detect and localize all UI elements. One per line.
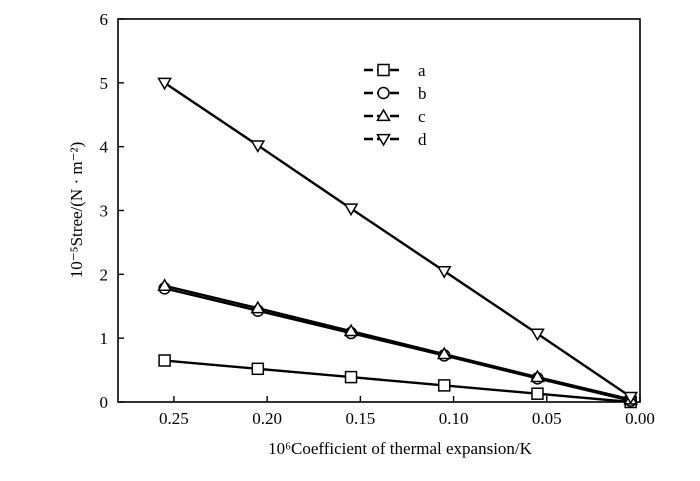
marker-triangle-down (376, 133, 391, 147)
series-line-b (164, 287, 631, 402)
marker-triangle-down (530, 328, 545, 342)
marker-triangle-up (376, 108, 391, 122)
x-tick-label: 0.25 (159, 409, 189, 428)
legend-label: c (418, 107, 426, 126)
marker-square (377, 63, 390, 77)
marker-square (158, 354, 171, 367)
series-layer (157, 77, 639, 409)
x-tick-label: 0.00 (625, 409, 655, 428)
x-tick-label: 0.20 (252, 409, 282, 428)
y-axis-ticks: 0 1 2 3 4 5 6 (100, 10, 124, 412)
marker-triangle-up (530, 369, 545, 383)
marker-square (251, 362, 265, 376)
legend-item-b: b (364, 84, 427, 103)
plot-border (117, 18, 641, 403)
y-tick-label: 0 (100, 393, 109, 412)
legend-label: a (418, 61, 426, 80)
plot-area (117, 18, 641, 403)
y-tick-label: 6 (100, 10, 109, 29)
y-tick-label: 5 (100, 74, 109, 93)
x-axis-ticks: 0.25 0.20 0.15 0.10 0.05 0.00 (159, 396, 655, 428)
x-tick-label: 0.05 (532, 409, 562, 428)
marker-triangle-up (250, 300, 266, 314)
marker-triangle-up (436, 346, 452, 360)
marker-triangle-down (157, 77, 172, 91)
legend-label: b (418, 84, 427, 103)
legend-label: d (418, 130, 427, 149)
marker-square (438, 379, 451, 392)
legend-item-c: c (364, 107, 426, 126)
marker-triangle-up (343, 323, 359, 337)
marker-triangle-up (157, 278, 172, 291)
series-line-c (164, 284, 631, 401)
y-tick-label: 2 (100, 265, 109, 284)
y-tick-label: 3 (100, 202, 109, 221)
y-axis-label: 10⁻⁵Stree/(N · m⁻²) (67, 142, 86, 279)
y-tick-label: 1 (100, 329, 109, 348)
marker-triangle-down (343, 203, 359, 217)
y-tick-label: 4 (100, 138, 109, 157)
legend-item-a: a (364, 61, 426, 80)
series-a (158, 354, 637, 409)
x-axis-label: 10⁶Coefficient of thermal expansion/K (268, 439, 533, 458)
marker-triangle-down (250, 140, 266, 153)
marker-square (344, 370, 358, 384)
marker-square (531, 387, 544, 400)
x-tick-label: 0.15 (345, 409, 375, 428)
legend-item-d: d (364, 130, 427, 149)
series-line-a (164, 359, 631, 404)
x-tick-label: 0.10 (439, 409, 469, 428)
series-d (157, 77, 639, 405)
series-line-d (163, 81, 632, 398)
marker-triangle-down (436, 265, 452, 279)
marker-circle (377, 86, 390, 100)
marker-triangle-down (623, 391, 639, 405)
